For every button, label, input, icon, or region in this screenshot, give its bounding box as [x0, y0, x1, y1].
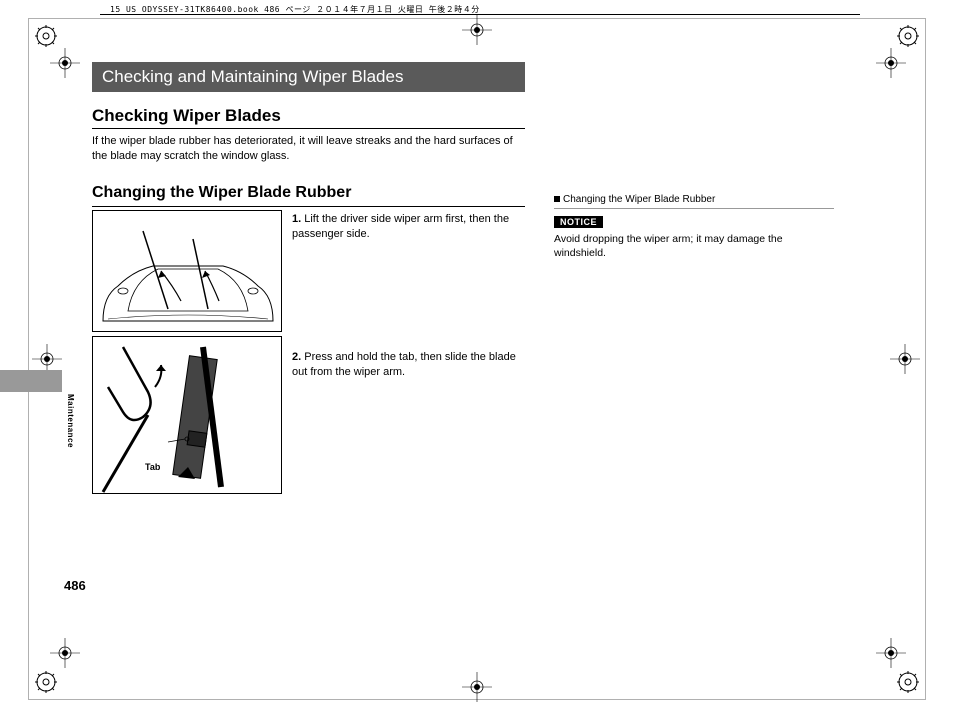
- print-crosshair-icon: [462, 672, 492, 702]
- print-crosshair-icon: [890, 344, 920, 374]
- page-title: Checking and Maintaining Wiper Blades: [92, 62, 525, 92]
- section-rule: [92, 206, 525, 207]
- section-body-checking: If the wiper blade rubber has deteriorat…: [92, 134, 525, 164]
- print-crosshair-icon: [50, 638, 80, 668]
- figure-label-tab: Tab: [145, 462, 160, 472]
- print-mark-gear-icon: [896, 670, 920, 699]
- step-text: Lift the driver side wiper arm first, th…: [292, 213, 509, 240]
- section-tab-label: Maintenance: [66, 394, 75, 448]
- page-number: 486: [64, 578, 86, 593]
- step-1: 1. Lift the driver side wiper arm first,…: [292, 212, 522, 242]
- step-text: Press and hold the tab, then slide the b…: [292, 351, 516, 378]
- print-mark-gear-icon: [34, 670, 58, 699]
- section-tab-marker: [0, 370, 62, 392]
- section-heading-changing: Changing the Wiper Blade Rubber: [92, 184, 351, 202]
- figure-wiper-tab: Tab: [92, 336, 282, 494]
- notice-text: Avoid dropping the wiper arm; it may dam…: [554, 232, 834, 260]
- print-header-rule: [100, 14, 860, 15]
- print-crosshair-icon: [462, 15, 492, 45]
- margin-note-rule: [554, 208, 834, 209]
- section-rule: [92, 128, 525, 129]
- step-number: 1.: [292, 213, 301, 225]
- step-number: 2.: [292, 351, 301, 363]
- print-crosshair-icon: [876, 48, 906, 78]
- section-heading-checking: Checking Wiper Blades: [92, 106, 281, 126]
- step-2: 2. Press and hold the tab, then slide th…: [292, 350, 522, 380]
- notice-badge: NOTICE: [554, 216, 603, 228]
- margin-note-title: Changing the Wiper Blade Rubber: [554, 194, 715, 205]
- print-crosshair-icon: [876, 638, 906, 668]
- figure-wiper-lift: [92, 210, 282, 332]
- print-crosshair-icon: [50, 48, 80, 78]
